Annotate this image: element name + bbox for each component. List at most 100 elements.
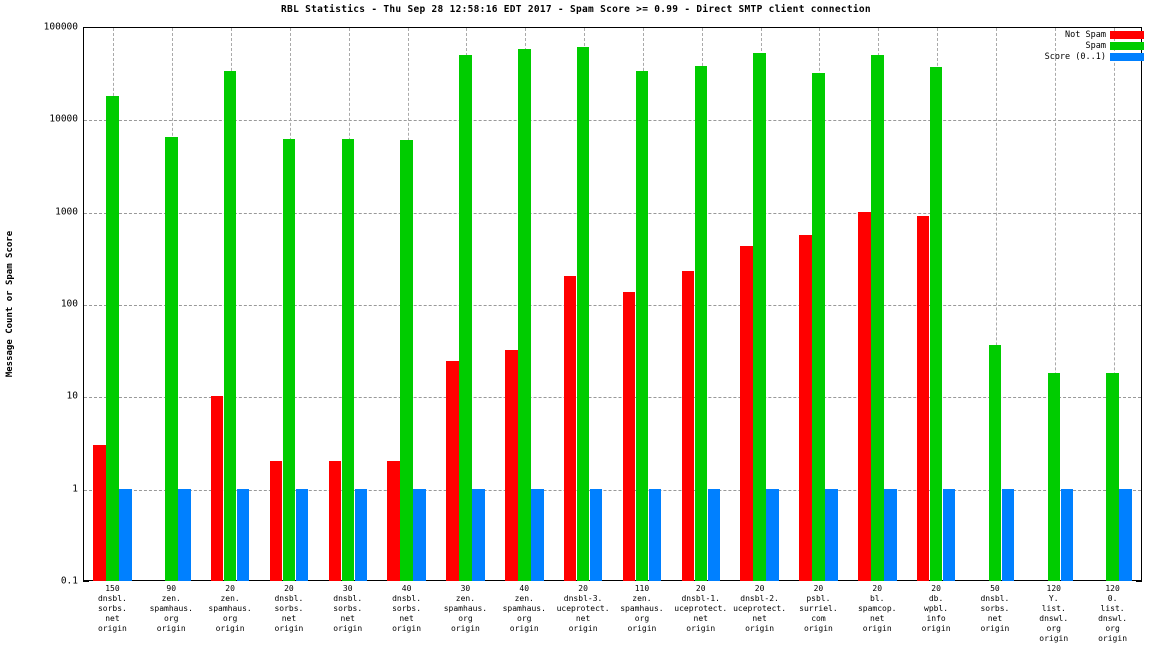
y-tick-label: 100000 — [43, 21, 78, 33]
x-tick-label-line: sorbs. — [97, 604, 127, 613]
x-tick-label-line: origin — [568, 624, 598, 633]
x-tick-label-line: dnsbl. — [333, 594, 363, 603]
x-tick-label-line: 90 — [166, 584, 177, 593]
x-tick-label: 30 zen. spamhaus. org origin — [436, 584, 495, 634]
chart-legend: Not Spam Spam Score (0..1) — [1004, 29, 1144, 62]
x-tick-label-line: 20 — [931, 584, 941, 593]
x-tick-label-line: 0. — [1107, 594, 1118, 603]
x-tick-label-line: 20 — [813, 584, 824, 593]
x-tick-label-line: 120 — [1105, 584, 1120, 593]
x-tick-label-line: origin — [921, 624, 951, 633]
y-tick-mark — [83, 581, 89, 582]
x-tick-label-line: sorbs. — [980, 604, 1010, 613]
y-tick-label: 10000 — [49, 113, 78, 125]
vertical-gridline — [113, 28, 115, 580]
x-tick-label-line: dnsbl. — [274, 594, 304, 603]
x-tick-label-line: psbl. — [806, 594, 831, 603]
y-axis-label-text: Message Count or Spam Score — [5, 230, 15, 378]
x-tick-label-line: origin — [1098, 634, 1128, 643]
legend-label-spam: Spam — [1085, 40, 1106, 51]
y-tick-label: 100 — [60, 298, 78, 310]
x-tick-label-line: db. — [928, 594, 944, 603]
vertical-gridline — [819, 28, 821, 580]
x-tick-label: 40 zen. spamhaus. org origin — [495, 584, 554, 634]
x-tick-label-line: sorbs. — [392, 604, 422, 613]
x-tick-label-line: 120 — [1046, 584, 1061, 593]
x-tick-label-line: 30 — [460, 584, 471, 593]
vertical-gridline — [642, 28, 644, 580]
vertical-gridline — [1113, 28, 1115, 580]
x-tick-label-line: info — [926, 614, 946, 623]
x-tick-label-line: spamhaus. — [208, 604, 252, 613]
x-tick-label: 20 dnsbl. sorbs. net origin — [260, 584, 319, 634]
x-tick-label-line: net — [987, 614, 1003, 623]
x-tick-label-line: 30 — [342, 584, 353, 593]
vertical-gridline — [995, 28, 997, 580]
x-tick-label-line: origin — [333, 624, 363, 633]
x-tick-label-line: spamhaus. — [502, 604, 546, 613]
x-tick-label: 20 zen. spamhaus. org origin — [201, 584, 260, 634]
vertical-gridline — [466, 28, 468, 580]
legend-swatch-score — [1110, 52, 1144, 61]
x-tick-label-line: org — [458, 614, 473, 623]
x-tick-label-line: Y. — [1048, 594, 1059, 603]
x-tick-label-line: spamhaus. — [149, 604, 193, 613]
x-tick-label-line: uceprotect. — [674, 604, 728, 613]
x-tick-label-line: origin — [1039, 634, 1069, 643]
x-tick-label: 150 dnsbl. sorbs. net origin — [83, 584, 142, 634]
x-tick-label-line: org — [1105, 624, 1120, 633]
x-tick-label-line: org — [164, 614, 179, 623]
x-tick-label-line: origin — [686, 624, 716, 633]
x-tick-label: 50 dnsbl. sorbs. net origin — [966, 584, 1025, 634]
x-tick-label: 20 psbl. surriel. com origin — [789, 584, 848, 634]
x-tick-label-line: dnsbl. — [392, 594, 422, 603]
x-tick-label-line: origin — [156, 624, 186, 633]
x-tick-label-line: dnswl. — [1098, 614, 1128, 623]
x-tick-label-line: org — [222, 614, 238, 623]
vertical-gridline — [525, 28, 527, 580]
x-tick-label-line: origin — [450, 624, 480, 633]
x-tick-label: 20 bl. spamcop. net origin — [848, 584, 907, 634]
x-tick-label-line: 20 — [284, 584, 294, 593]
legend-label-not-spam: Not Spam — [1065, 29, 1106, 40]
x-axis-labels: 150 dnsbl. sorbs. net origin 90 zen. spamhaus. o… — [83, 584, 1142, 648]
x-tick-label-line: org — [517, 614, 532, 623]
x-tick-label-line: origin — [745, 624, 775, 633]
vertical-gridline — [1054, 28, 1056, 580]
x-tick-label-line: origin — [627, 624, 657, 633]
y-tick-label: 1 — [72, 483, 78, 495]
x-tick-label-line: spamcop. — [857, 604, 897, 613]
x-tick-label: 110 zen. spamhaus. org origin — [613, 584, 672, 634]
x-tick-label-line: uceprotect. — [556, 604, 610, 613]
x-tick-label-line: bl. — [870, 594, 885, 603]
gridline — [84, 305, 1141, 306]
legend-item-spam[interactable]: Spam — [1004, 40, 1144, 51]
legend-item-not-spam[interactable]: Not Spam — [1004, 29, 1144, 40]
x-tick-label-line: 40 — [519, 584, 530, 593]
y-tick-mark-right — [1136, 581, 1142, 582]
y-tick-label: 1000 — [55, 206, 78, 218]
x-tick-label-line: dnsbl. — [97, 594, 127, 603]
legend-swatch-not-spam — [1110, 30, 1144, 39]
legend-item-score[interactable]: Score (0..1) — [1004, 51, 1144, 62]
gridline — [84, 397, 1141, 399]
x-tick-label-line: net — [340, 614, 355, 623]
x-tick-label: 90 zen. spamhaus. org origin — [142, 584, 201, 634]
gridline — [84, 120, 1141, 122]
x-tick-label-line: 20 — [695, 584, 706, 593]
x-tick-label-line: spamhaus. — [620, 604, 664, 613]
x-tick-label: 20 db. wpbl. info origin — [907, 584, 966, 634]
x-tick-label-line: origin — [862, 624, 892, 633]
vertical-gridline — [701, 28, 703, 580]
vertical-gridline — [937, 28, 939, 580]
x-tick-label-line: org — [634, 614, 650, 623]
x-tick-label-line: 20 — [754, 584, 765, 593]
vertical-gridline — [584, 28, 586, 580]
x-tick-label-line: net — [752, 614, 767, 623]
x-tick-label-line: net — [281, 614, 297, 623]
x-tick-label: 20 dnsbl-1. uceprotect. net origin — [671, 584, 730, 634]
x-tick-label-line: net — [693, 614, 708, 623]
vertical-gridline — [760, 28, 762, 580]
x-tick-label-line: org — [1046, 624, 1061, 633]
